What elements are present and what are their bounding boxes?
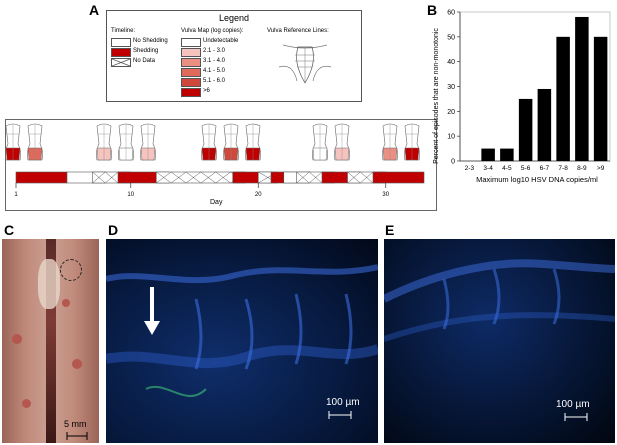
chart-x-axis-label: Maximum log10 HSV DNA copies/ml: [476, 175, 598, 184]
timeline-no-data-segment: [155, 171, 246, 184]
vulva-level-label: Undetectable: [203, 38, 239, 44]
timeline-shedding-segment: [15, 171, 68, 184]
y-tick-label: 0: [451, 159, 455, 166]
panel-label-e: E: [385, 222, 395, 238]
vulva-map-icon: [382, 123, 398, 161]
y-tick-label: 30: [447, 84, 455, 91]
vulva-map-icon: [118, 123, 134, 161]
scale-bar-label-c: 5 mm: [64, 419, 87, 429]
timeline-legend-heading: Timeline:: [111, 28, 136, 34]
bar-chart-b: Percent of episodes that are non-monoton…: [433, 10, 611, 184]
lesion-spot: [12, 334, 22, 344]
vulva-maps-and-timeline: 1 10 20 30: [6, 123, 425, 198]
vulva-level-swatch: [181, 68, 201, 77]
shedding-swatch: [111, 48, 131, 57]
timeline-tick-label: 1: [14, 192, 18, 198]
pale-lesion-area: [38, 259, 60, 309]
tissue-texture-e: [384, 259, 615, 342]
timeline-shedding-segment: [372, 171, 425, 184]
lesion-spot: [62, 299, 70, 307]
shedding-label: Shedding: [133, 48, 159, 54]
x-tick-label: 8-9: [577, 165, 587, 172]
y-tick-label: 40: [447, 59, 455, 66]
chart-y-axis-label: Percent of episodes that are non-monoton…: [433, 28, 440, 164]
timeline-tick-label: 10: [127, 192, 134, 198]
arrow-shaft: [150, 287, 154, 323]
vulva-level-swatch: [181, 38, 201, 47]
bar: [575, 16, 589, 161]
vulva-level-label: 2.1 - 3.0: [203, 48, 226, 54]
clinical-photo-c: 5 mm: [2, 239, 99, 443]
bar: [518, 98, 533, 161]
vulva-level-swatch: [181, 88, 201, 97]
panel-label-a: A: [89, 2, 100, 18]
vulva-map-icon: [245, 123, 261, 161]
vulva-map-icon: [201, 123, 217, 161]
timeline-axis-label: Day: [210, 199, 223, 206]
vulva-timeline-box: 1 10 20 30 Day: [5, 119, 437, 211]
vulva-level-label: 5.1 - 6.0: [203, 78, 226, 84]
vulva-level-swatch: [181, 58, 201, 67]
panel-label-c: C: [4, 222, 15, 238]
scale-bar-label-e: 100 µm: [556, 399, 590, 410]
vulva-map-icon: [334, 123, 350, 161]
x-tick-label: 5-6: [521, 165, 531, 172]
bar: [481, 148, 495, 161]
y-tick-label: 60: [447, 10, 455, 17]
vulva-level-swatch: [181, 48, 201, 57]
panel-label-b: B: [427, 2, 438, 18]
bar: [500, 148, 514, 161]
y-tick-label: 50: [447, 34, 455, 41]
x-tick-label: 4-5: [502, 165, 512, 172]
vulva-map-icon: [404, 123, 420, 161]
vulva-map-icon: [140, 123, 156, 161]
scale-bar-c: [66, 432, 88, 440]
x-tick-label: 6-7: [540, 165, 550, 172]
y-tick-label: 10: [447, 134, 455, 141]
biopsy-site-circle: [60, 259, 82, 281]
panel-label-d: D: [108, 222, 119, 238]
no-data-swatch: [111, 58, 131, 67]
micrograph-d: 100 µm: [106, 239, 378, 443]
vulva-reference-diagram: [278, 44, 332, 84]
vulva-map-icon: [96, 123, 112, 161]
timeline-tick-label: 30: [382, 192, 389, 198]
no-shedding-swatch: [111, 38, 131, 47]
scale-bar-label-d: 100 µm: [326, 397, 360, 408]
vulva-level-label: >6: [203, 88, 210, 94]
reference-lines-heading: Vulva Reference Lines:: [267, 28, 329, 34]
vulva-map-icon: [6, 123, 21, 161]
scale-bar-e: [564, 413, 588, 421]
x-tick-label: 3-4: [483, 165, 493, 172]
bar: [537, 88, 552, 161]
vulva-map-heading: Vulva Map (log copies):: [181, 28, 244, 34]
timeline-tick-label: 20: [255, 192, 262, 198]
x-tick-label: >9: [597, 165, 605, 172]
vulva-level-swatch: [181, 78, 201, 87]
y-tick-label: 20: [447, 109, 455, 116]
vulva-map-icon: [312, 123, 328, 161]
legend-box: Legend Timeline: No Shedding Shedding No…: [106, 10, 362, 102]
x-tick-label: 7-8: [558, 165, 568, 172]
lesion-spot: [72, 359, 82, 369]
micrograph-e: 100 µm: [384, 239, 615, 443]
vulva-map-icon: [27, 123, 43, 161]
no-shedding-label: No Shedding: [133, 38, 168, 44]
no-data-label: No Data: [133, 58, 156, 64]
x-tick-label: 2-3: [465, 165, 475, 172]
vulva-map-icon: [223, 123, 239, 161]
midline-cleft: [46, 239, 56, 443]
vulva-level-label: 3.1 - 4.0: [203, 58, 226, 64]
scale-bar-d: [328, 411, 352, 419]
lesion-spot: [22, 399, 31, 408]
vulva-level-label: 4.1 - 5.0: [203, 68, 226, 74]
tissue-texture-d: [106, 264, 378, 397]
bar: [556, 36, 570, 162]
arrow-head: [144, 321, 160, 335]
bar: [593, 36, 608, 162]
legend-title: Legend: [218, 13, 250, 23]
